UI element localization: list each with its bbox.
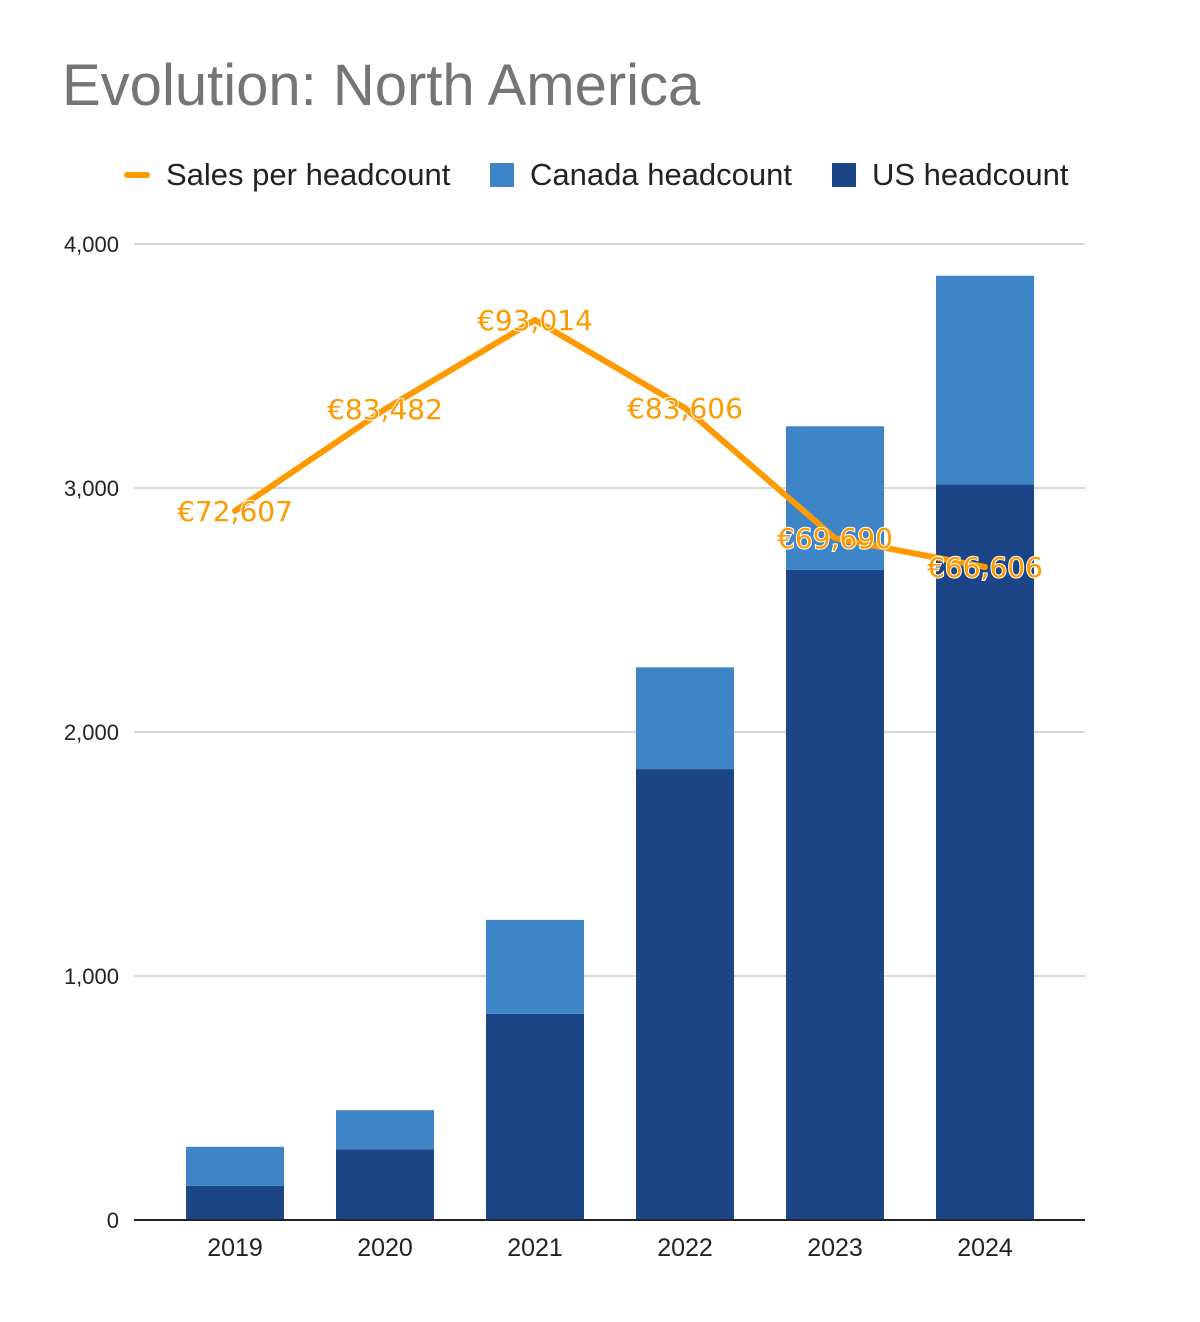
- bar-us-2023: [786, 569, 884, 1220]
- legend-item-us[interactable]: US headcount: [832, 155, 1068, 195]
- legend-label-canada: Canada headcount: [530, 157, 793, 192]
- y-tick-label-4000: 4,000: [64, 232, 119, 257]
- bars: [186, 275, 1034, 1221]
- x-tick-label-2022: 2022: [657, 1234, 713, 1262]
- bar-canada-2022: [636, 667, 734, 770]
- legend-swatch-sales: [124, 172, 150, 178]
- x-tick-label-2023: 2023: [807, 1234, 863, 1262]
- bar-canada-2024: [936, 275, 1034, 485]
- y-tick-label-2000: 2,000: [64, 720, 119, 745]
- chart-title: Evolution: North America: [62, 53, 701, 118]
- data-label-sales-2021: €93,014: [477, 304, 593, 337]
- bar-us-2021: [486, 1013, 584, 1220]
- y-tick-label-1000: 1,000: [64, 964, 119, 989]
- legend-label-sales: Sales per headcount: [166, 157, 451, 192]
- bar-canada-2019: [186, 1146, 284, 1186]
- data-label-sales-2020: €83,482: [327, 393, 443, 426]
- x-tick-label-2020: 2020: [357, 1234, 413, 1262]
- x-tick-label-2019: 2019: [207, 1234, 263, 1262]
- data-label-sales-2023: €69,690: [777, 522, 893, 555]
- legend-swatch-us: [832, 163, 856, 187]
- bar-us-2020: [336, 1149, 434, 1220]
- legend-item-canada[interactable]: Canada headcount: [490, 155, 792, 195]
- bar-us-2024: [936, 484, 1034, 1221]
- bar-us-2019: [186, 1185, 284, 1220]
- legend-label-us: US headcount: [872, 157, 1069, 192]
- bar-canada-2020: [336, 1110, 434, 1150]
- legend-item-sales[interactable]: Sales per headcount: [124, 155, 450, 195]
- x-tick-label-2021: 2021: [507, 1234, 563, 1262]
- sales-per-headcount-line: [232, 317, 988, 570]
- y-tick-label-0: 0: [107, 1208, 119, 1233]
- x-tick-label-2024: 2024: [957, 1234, 1013, 1262]
- gridlines: [134, 243, 1085, 977]
- legend-swatch-canada: [490, 163, 514, 187]
- data-label-sales-2024: €66,606: [927, 551, 1043, 584]
- data-label-sales-2019: €72,607: [177, 495, 293, 528]
- sales-line-group: [232, 317, 988, 570]
- data-labels: €72,607 €83,482 €93,014 €83,606 €69,690 €66,6…: [176, 303, 1044, 585]
- data-label-sales-2022: €83,606: [627, 392, 743, 425]
- axes: 0 1,000 2,000 3,000 4,000 2019 2020 2021 2022 202…: [64, 232, 1085, 1262]
- bar-us-2022: [636, 769, 734, 1220]
- y-tick-label-3000: 3,000: [64, 476, 119, 501]
- bar-canada-2021: [486, 919, 584, 1014]
- legend: Sales per headcount Canada headcount US …: [0, 155, 1200, 195]
